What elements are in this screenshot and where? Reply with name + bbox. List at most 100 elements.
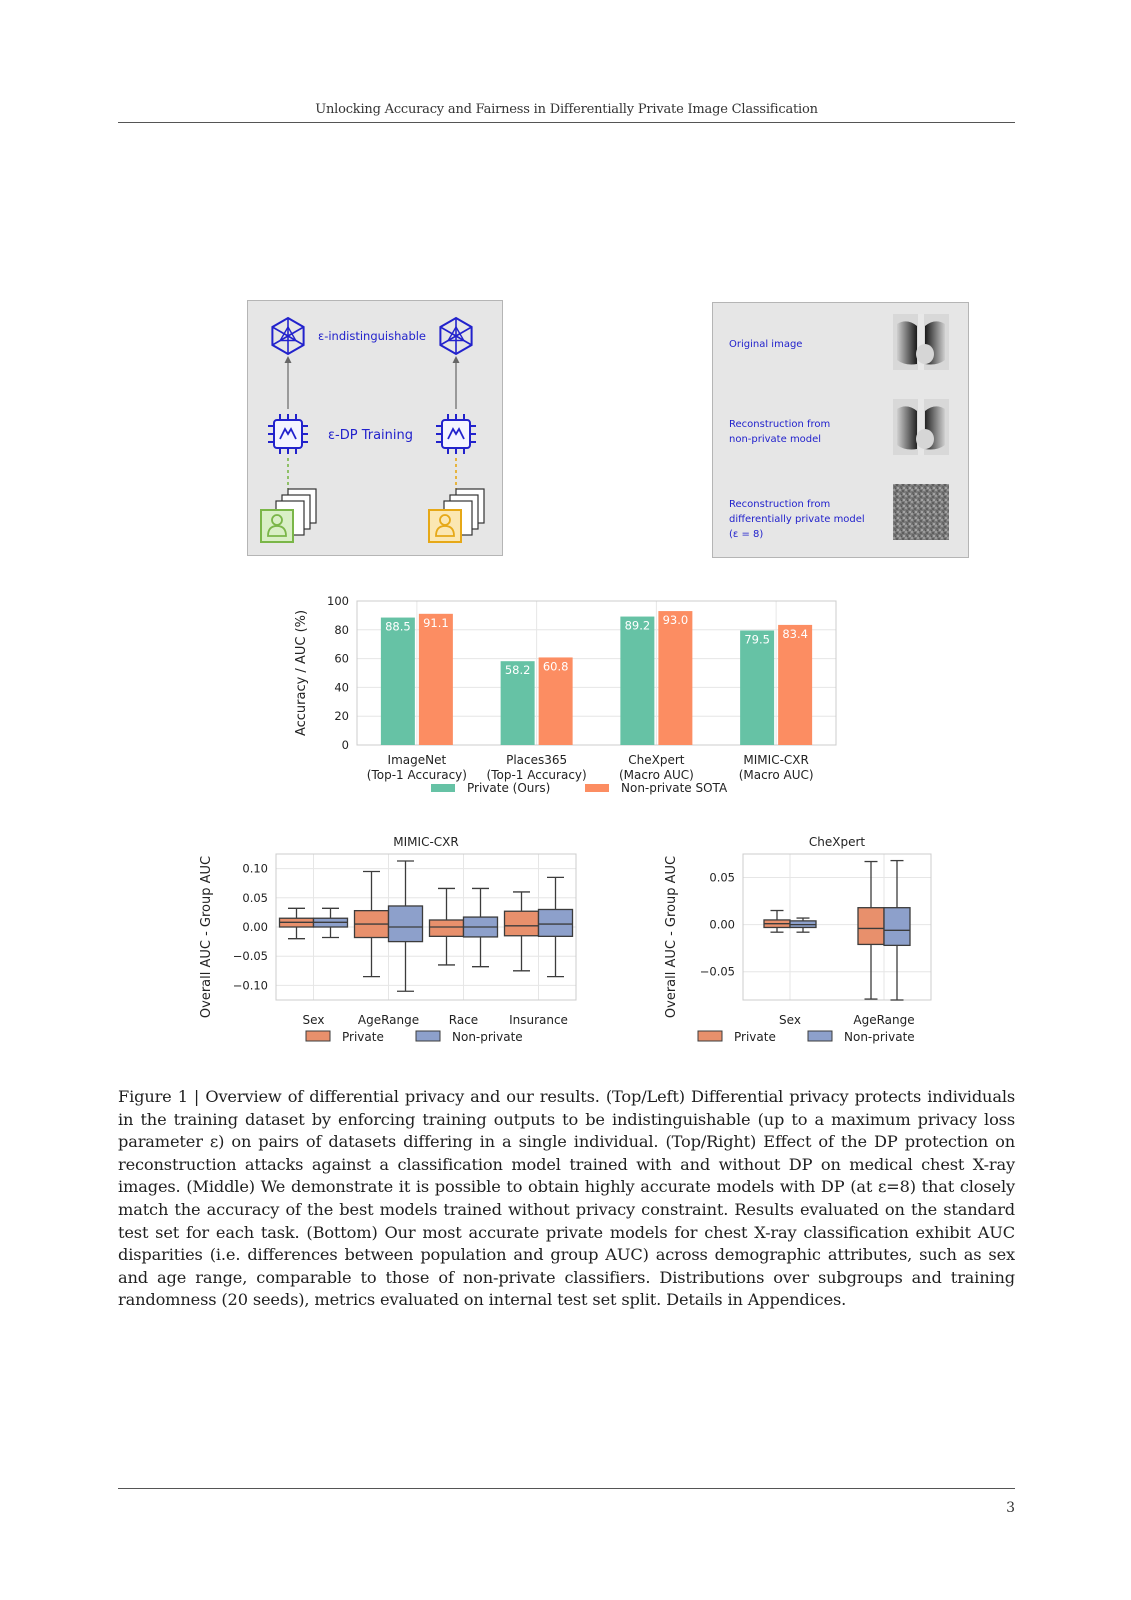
bar-nonprivate (658, 611, 693, 745)
legend-swatch (585, 784, 609, 792)
box-chart-ylabel: Overall AUC - Group AUC (199, 856, 214, 1018)
original-xray-image (893, 314, 949, 370)
box-chart-title: CheXpert (809, 836, 866, 849)
bar-nonprivate (538, 657, 573, 745)
box-nonprivate (537, 876, 574, 978)
bar-private (620, 616, 655, 745)
bar-value-label: 58.2 (505, 663, 531, 677)
bar-value-label: 83.4 (782, 627, 808, 641)
box-ytick-label: 0.05 (709, 871, 735, 885)
box-xtick-label: Sex (779, 1013, 801, 1027)
box-frame (742, 853, 932, 1001)
nonprivate-recon-xray-image (893, 399, 949, 455)
bar-nonprivate (418, 613, 453, 745)
dataset-left-icon (260, 488, 317, 543)
bar-chart-bars: 88.5 58.2 89.2 79.5 91.1 60.8 93.0 83.4 (380, 611, 813, 745)
bar-private (740, 630, 775, 745)
legend-label: Private (342, 1030, 384, 1044)
box-xtick-label: Insurance (509, 1013, 568, 1027)
box-private (428, 887, 465, 966)
bar-chart-legend: Private (Ours) Non-private SOTA (431, 781, 728, 795)
bar-value-label: 91.1 (423, 616, 449, 630)
box-nonprivate (312, 907, 349, 939)
bar-chart-xticks: ImageNet(Top-1 Accuracy)Places365(Top-1 … (367, 753, 814, 782)
bar-value-label: 89.2 (625, 619, 651, 633)
bar-xtick-label: ImageNet (388, 753, 447, 767)
dp-diagram: ε-indistinguishable ε-DP Training (260, 317, 485, 543)
box-nonprivate (789, 917, 817, 933)
box-chart-title: MIMIC-CXR (393, 836, 458, 849)
chip-right-icon (435, 413, 477, 455)
box-private (857, 860, 885, 1000)
chip-left-icon (267, 413, 309, 455)
box-xtick-label: AgeRange (853, 1013, 914, 1027)
bar-xtick-label: CheXpert (628, 753, 685, 767)
box-ytick-label: −0.05 (233, 949, 268, 963)
bar-xtick-label: MIMIC-CXR (743, 753, 808, 767)
legend-label: Private (734, 1030, 776, 1044)
bar-value-label: 88.5 (385, 620, 411, 634)
original-image-label: Original image (729, 339, 802, 350)
dp-recon-noise-image (893, 484, 949, 540)
box-xtick-label: AgeRange (358, 1013, 419, 1027)
bar-value-label: 60.8 (543, 659, 569, 673)
dp-recon-label-line3: (ε = 8) (729, 529, 763, 540)
accuracy-bar-chart: 0 20 40 60 80 100 Accuracy / AUC (%) 88.5 58.2… (294, 594, 837, 795)
mimic-boxplot: −0.10 −0.05 0.00 0.05 0.10 MIMIC-CXR Overall A… (199, 836, 577, 1044)
bar-xtick-label: (Top-1 Accuracy) (487, 768, 587, 782)
box-xtick-label: Race (449, 1013, 478, 1027)
bar-ytick-label: 0 (342, 738, 349, 752)
bar-xtick-label: (Macro AUC) (739, 768, 814, 782)
bar-value-label: 93.0 (663, 613, 689, 627)
bar-chart-yticks: 0 20 40 60 80 100 (327, 594, 349, 752)
legend-label: Non-private (452, 1030, 523, 1044)
legend-swatch (415, 1030, 441, 1042)
box-nonprivate (387, 860, 424, 992)
arrow-right (452, 356, 460, 409)
bar-ytick-label: 40 (334, 680, 349, 694)
box-frame (275, 853, 577, 1001)
box-ytick-label: 0.05 (242, 891, 268, 905)
box-ytick-label: −0.10 (233, 978, 268, 992)
dataset-right-icon (428, 488, 485, 543)
dp-recon-label-line1: Reconstruction from (729, 499, 830, 510)
legend-label: Private (Ours) (467, 781, 550, 795)
page-number: 3 (1006, 1500, 1015, 1516)
label-dp-training: ε-DP Training (328, 428, 413, 443)
chexpert-boxplot: −0.05 0.00 0.05 CheXpert Overall AUC - Group… (664, 836, 932, 1044)
nonprivate-recon-label-line1: Reconstruction from (729, 419, 830, 430)
header-rule (118, 122, 1015, 123)
network-right-icon (439, 317, 473, 355)
bar-private (380, 617, 415, 745)
legend-label: Non-private (844, 1030, 915, 1044)
arrow-left (284, 356, 292, 409)
box-xtick-label: Sex (303, 1013, 325, 1027)
footer-rule (118, 1488, 1015, 1489)
legend-swatch (807, 1030, 833, 1042)
legend-swatch (697, 1030, 723, 1042)
box-private (278, 907, 315, 940)
box-ytick-label: 0.00 (242, 920, 268, 934)
box-chart-ylabel: Overall AUC - Group AUC (664, 856, 679, 1018)
box-ytick-label: 0.00 (709, 918, 735, 932)
running-head: Unlocking Accuracy and Fairness in Diffe… (315, 102, 818, 117)
bar-private (500, 661, 535, 745)
bar-value-label: 79.5 (744, 633, 770, 647)
legend-label: Non-private SOTA (621, 781, 728, 795)
box-private (353, 870, 390, 978)
bar-ytick-label: 60 (334, 652, 349, 666)
bar-nonprivate (778, 624, 813, 745)
box-ytick-label: 0.10 (242, 862, 268, 876)
box-nonprivate (462, 887, 499, 968)
figure-caption: Figure 1 | Overview of differential priv… (118, 1087, 1015, 1310)
legend-swatch (305, 1030, 331, 1042)
bar-ytick-label: 100 (327, 594, 349, 608)
box-private (503, 891, 540, 972)
reconstruction-panel: Original image Reconstruction from non-p… (712, 302, 969, 558)
bar-xtick-label: (Top-1 Accuracy) (367, 768, 467, 782)
bar-xtick-label: Places365 (506, 753, 567, 767)
box-ytick-label: −0.05 (700, 965, 735, 979)
reconstruction-figure: Original image Reconstruction from non-p… (729, 314, 949, 540)
network-left-icon (271, 317, 305, 355)
box-nonprivate (883, 859, 911, 1001)
